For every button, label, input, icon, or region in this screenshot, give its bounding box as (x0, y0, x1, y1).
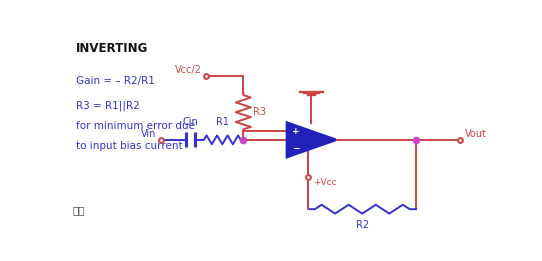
Text: to input bias current: to input bias current (76, 141, 183, 151)
Text: Vin: Vin (140, 129, 156, 139)
Text: INVERTING: INVERTING (76, 42, 149, 55)
Polygon shape (287, 123, 335, 157)
Text: Vout: Vout (464, 129, 487, 139)
Text: Vcc/2: Vcc/2 (175, 64, 202, 75)
Text: R2: R2 (356, 220, 369, 230)
Text: Cin: Cin (183, 117, 198, 127)
Text: Gain = – R2/R1: Gain = – R2/R1 (76, 75, 155, 86)
Text: for minimum error due: for minimum error due (76, 121, 195, 131)
Text: 图四: 图四 (73, 206, 85, 215)
Text: −: − (293, 144, 300, 153)
Text: +Vcc: +Vcc (313, 178, 337, 187)
Text: +: + (293, 127, 300, 136)
Text: R3: R3 (253, 107, 266, 117)
Text: R1: R1 (216, 117, 229, 127)
Text: R3 = R1||R2: R3 = R1||R2 (76, 101, 140, 111)
